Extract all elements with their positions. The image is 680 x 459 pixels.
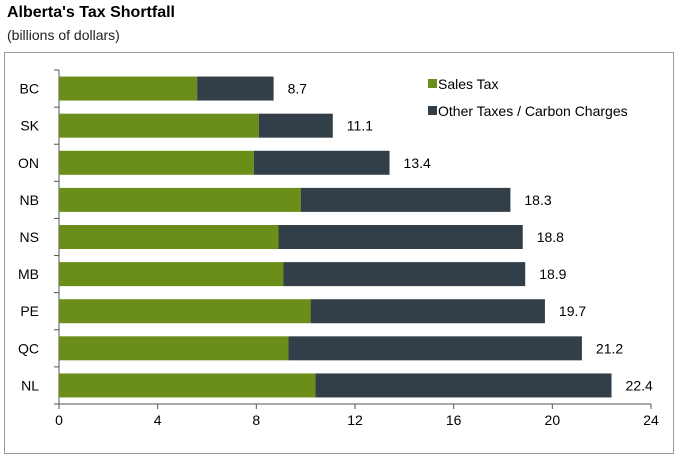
category-label: PE xyxy=(20,303,39,319)
other-taxes-bar xyxy=(197,76,274,101)
category-label: SK xyxy=(20,118,39,134)
sales-tax-bar xyxy=(59,225,279,249)
sales-tax-bar xyxy=(59,113,259,138)
x-tick-label: 4 xyxy=(154,412,162,428)
legend-swatch xyxy=(428,79,437,88)
total-data-label: 11.1 xyxy=(347,118,373,134)
x-tick-label: 16 xyxy=(446,412,462,428)
total-data-label: 22.4 xyxy=(626,377,653,393)
other-taxes-bar xyxy=(310,299,545,324)
other-taxes-bar xyxy=(283,262,526,287)
other-taxes-bar xyxy=(253,150,390,175)
category-label: ON xyxy=(18,155,39,171)
other-taxes-bar xyxy=(258,113,333,138)
sales-tax-bar xyxy=(59,299,311,324)
category-label: NS xyxy=(20,229,39,245)
chart-subtitle: (billions of dollars) xyxy=(7,27,120,43)
x-tick-label: 8 xyxy=(252,412,260,428)
category-label: QC xyxy=(18,340,39,356)
other-taxes-bar xyxy=(300,187,511,212)
total-data-label: 21.2 xyxy=(596,340,623,356)
x-tick-label: 20 xyxy=(545,412,561,428)
sales-tax-bar xyxy=(59,262,284,287)
sales-tax-bar xyxy=(59,76,198,101)
category-label: MB xyxy=(18,266,39,282)
sales-tax-bar xyxy=(59,150,254,175)
legend-swatch xyxy=(428,106,437,115)
category-label: NL xyxy=(21,377,39,393)
category-label: BC xyxy=(20,81,39,97)
x-tick-label: 24 xyxy=(643,412,659,428)
sales-tax-bar xyxy=(59,373,316,398)
other-taxes-bar xyxy=(278,225,523,249)
total-data-label: 8.7 xyxy=(288,81,308,97)
sales-tax-bar xyxy=(59,336,289,361)
x-tick-label: 0 xyxy=(55,412,63,428)
other-taxes-bar xyxy=(288,336,582,361)
chart-title: Alberta's Tax Shortfall xyxy=(7,4,175,21)
legend-label: Other Taxes / Carbon Charges xyxy=(438,103,628,119)
x-tick-label: 12 xyxy=(347,412,363,428)
total-data-label: 19.7 xyxy=(559,303,586,319)
total-data-label: 18.8 xyxy=(537,229,564,245)
total-data-label: 13.4 xyxy=(404,155,431,171)
sales-tax-bar xyxy=(59,187,301,212)
legend-label: Sales Tax xyxy=(438,76,498,92)
total-data-label: 18.9 xyxy=(539,266,566,282)
category-label: NB xyxy=(20,192,39,208)
other-taxes-bar xyxy=(315,373,612,398)
total-data-label: 18.3 xyxy=(524,192,551,208)
